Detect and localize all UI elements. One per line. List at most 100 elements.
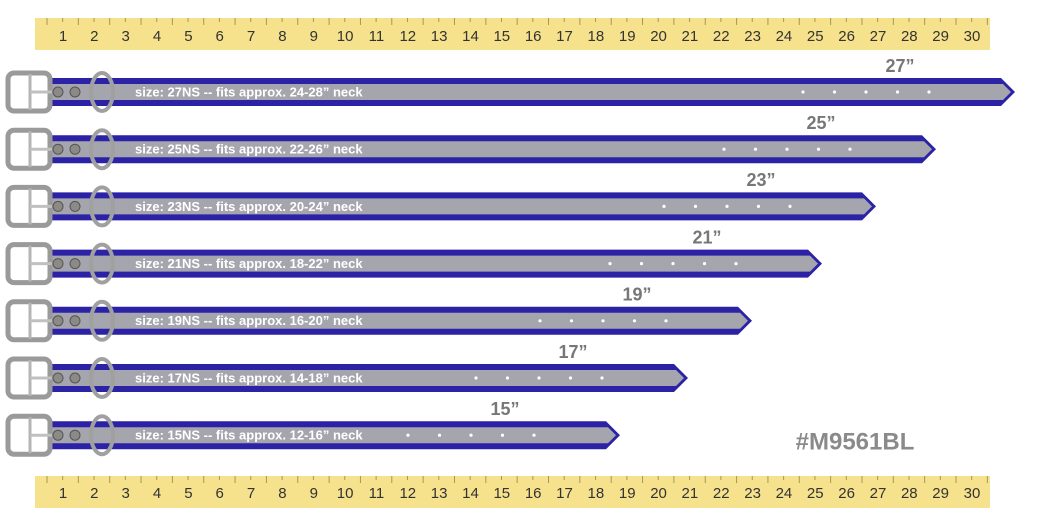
ruler-number: 28 — [901, 28, 918, 45]
product-code: #M9561BL — [796, 428, 915, 455]
ruler-number: 16 — [525, 28, 542, 45]
ruler-number: 10 — [337, 28, 354, 45]
d-ring — [89, 299, 115, 342]
ruler-number: 16 — [525, 485, 542, 502]
ruler-number: 17 — [556, 485, 573, 502]
hole — [437, 433, 442, 437]
ruler-number: 14 — [462, 485, 479, 502]
rivet — [69, 258, 81, 270]
hole — [500, 433, 505, 437]
hole — [537, 376, 541, 380]
collar: size: 15NS -- fits approx. 12-16” neck 15… — [5, 399, 620, 457]
ruler-number: 4 — [153, 485, 161, 502]
rivet — [69, 429, 81, 441]
ruler-number: 8 — [278, 485, 286, 502]
collar-length-label: 17” — [558, 342, 587, 362]
ruler-number: 13 — [431, 485, 448, 502]
rivet — [52, 429, 64, 441]
hole — [639, 262, 644, 266]
hole — [848, 147, 852, 151]
ruler-number: 4 — [153, 28, 161, 45]
ruler-number: 27 — [870, 485, 887, 502]
ruler-number: 27 — [870, 28, 887, 45]
d-ring — [89, 414, 115, 457]
collar-size-label: size: 27NS -- fits approx. 24-28” neck — [135, 84, 363, 99]
hole — [832, 90, 837, 94]
ruler-number: 13 — [431, 28, 448, 45]
ruler-number: 8 — [278, 28, 286, 45]
ruler-number: 24 — [776, 485, 793, 502]
rivet — [69, 86, 81, 98]
hole — [568, 376, 573, 380]
ruler: 1 2 3 4 5 6 7 8 9 10 11 12 13 14 15 16 17 18 19 20 21 22 23 24 2… — [35, 18, 990, 50]
hole — [785, 147, 789, 151]
ruler-number: 30 — [964, 28, 981, 45]
d-ring — [89, 128, 115, 171]
hole — [725, 204, 729, 208]
hole — [538, 319, 542, 323]
ruler-number: 20 — [650, 28, 667, 45]
hole — [532, 433, 536, 437]
hole — [753, 147, 758, 151]
collar: size: 21NS -- fits approx. 18-22” neck 21… — [5, 227, 822, 286]
ruler-number: 5 — [184, 28, 192, 45]
hole — [601, 319, 605, 323]
ruler-number: 26 — [838, 485, 855, 502]
ruler-number: 19 — [619, 485, 636, 502]
rivet — [69, 372, 81, 384]
hole — [569, 319, 574, 323]
ruler-number: 18 — [588, 28, 605, 45]
d-ring — [89, 185, 115, 228]
reflective-stripe — [50, 427, 616, 444]
ruler-number: 3 — [122, 28, 130, 45]
reflective-stripe — [50, 198, 872, 215]
collar: size: 19NS -- fits approx. 16-20” neck 19… — [5, 285, 752, 343]
ruler-number: 21 — [682, 485, 699, 502]
collar-length-label: 21” — [692, 227, 721, 247]
collar-length-label: 25” — [806, 113, 835, 133]
ruler-number: 21 — [682, 28, 699, 45]
ruler-number: 11 — [369, 485, 385, 502]
rivet — [52, 372, 64, 384]
ruler-number: 15 — [493, 485, 510, 502]
ruler-number: 22 — [713, 485, 730, 502]
d-ring — [89, 242, 115, 285]
collar-size-label: size: 21NS -- fits approx. 18-22” neck — [135, 256, 363, 271]
hole — [474, 376, 478, 380]
reflective-stripe — [50, 255, 818, 272]
ruler-number: 11 — [369, 28, 385, 45]
collar-size-label: size: 23NS -- fits approx. 20-24” neck — [135, 199, 363, 214]
reflective-stripe — [50, 312, 748, 329]
rivet — [52, 143, 64, 155]
ruler-number: 26 — [838, 28, 855, 45]
hole — [927, 90, 931, 94]
ruler-number: 23 — [744, 485, 761, 502]
hole — [864, 90, 868, 94]
ruler-number: 7 — [247, 28, 255, 45]
collar: size: 17NS -- fits approx. 14-18” neck 17… — [5, 342, 688, 400]
hole — [632, 319, 637, 323]
collar-length-label: 15” — [490, 399, 519, 419]
ruler-number: 2 — [90, 28, 98, 45]
collar-length-label: 19” — [622, 285, 651, 305]
collar: size: 23NS -- fits approx. 20-24” neck 23… — [5, 170, 876, 228]
hole — [671, 262, 675, 266]
ruler-number: 29 — [932, 28, 949, 45]
hole — [722, 147, 726, 151]
ruler-number: 6 — [216, 28, 224, 45]
ruler-number: 9 — [310, 28, 318, 45]
ruler-number: 24 — [776, 28, 793, 45]
ruler-number: 12 — [399, 485, 416, 502]
hole — [816, 147, 821, 151]
collar-length-label: 27” — [885, 56, 914, 76]
ruler-number: 28 — [901, 485, 918, 502]
reflective-stripe — [50, 370, 684, 386]
hole — [406, 433, 410, 437]
ruler-number: 12 — [399, 28, 416, 45]
reflective-stripe — [50, 141, 932, 158]
ruler-number: 30 — [964, 485, 981, 502]
ruler-number: 18 — [588, 485, 605, 502]
hole — [788, 204, 792, 208]
